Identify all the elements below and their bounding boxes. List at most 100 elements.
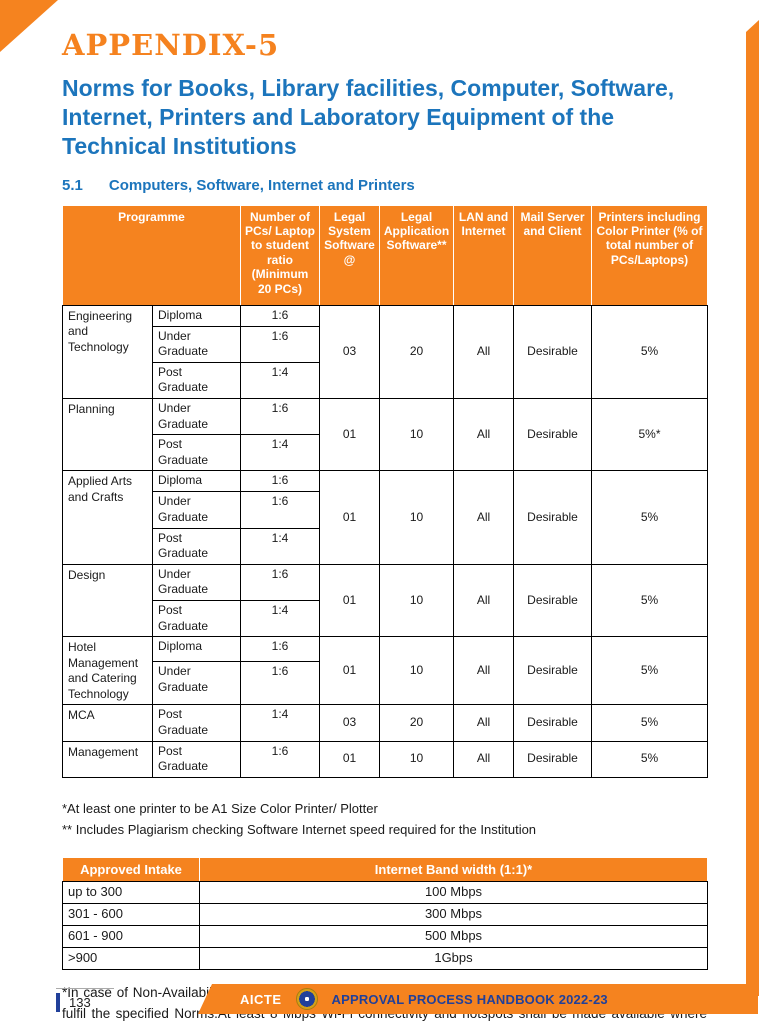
cell-legal-system: 01 bbox=[319, 636, 381, 706]
table-row: MCA Post Graduate 1:4 03 20 All Desirabl… bbox=[62, 704, 709, 742]
cell-level: Post Graduate bbox=[151, 599, 242, 638]
footer-handbook-title: APPROVAL PROCESS HANDBOOK 2022-23 bbox=[331, 991, 608, 1007]
cell-ratio: 1:4 bbox=[240, 434, 321, 472]
col-header-legal-application: Legal Application Software** bbox=[379, 204, 455, 306]
col-header-pcs-ratio: Number of PCs/ Laptop to student ratio (… bbox=[240, 204, 321, 306]
cell-mail: Desirable bbox=[513, 704, 593, 742]
cell-legal-application: 10 bbox=[379, 636, 455, 706]
cell-mail: Desirable bbox=[513, 470, 593, 565]
page-number: 133 bbox=[69, 995, 91, 1010]
cell-level: Under Graduate bbox=[151, 397, 242, 436]
table-row: Applied Arts and Crafts Diploma 1:6 01 1… bbox=[62, 470, 709, 565]
cell-level: Post Graduate bbox=[151, 740, 242, 778]
cell-level: Under Graduate bbox=[151, 491, 242, 529]
cell-legal-system: 01 bbox=[319, 563, 381, 638]
cell-lan: All bbox=[453, 470, 515, 565]
cell-ratio: 1:6 bbox=[240, 563, 321, 601]
cell-legal-system: 03 bbox=[319, 704, 381, 742]
table1-footnotes: *At least one printer to be A1 Size Colo… bbox=[62, 798, 707, 841]
col-header-legal-system: Legal System Software @ bbox=[319, 204, 381, 306]
computers-norms-table: Programme Number of PCs/ Laptop to stude… bbox=[61, 204, 709, 778]
table-row: 601 - 900 500 Mbps bbox=[62, 925, 708, 949]
table-row: Post Graduate 1:4 bbox=[63, 361, 708, 399]
cell-legal-application: 10 bbox=[379, 397, 455, 472]
page-number-accent-bar bbox=[56, 993, 60, 1012]
cell-level: Under Graduate bbox=[151, 563, 242, 601]
table-row: >900 1Gbps bbox=[62, 947, 708, 971]
cell-programme: Engineering and Technology bbox=[62, 304, 153, 399]
table-row: Post Graduate 1:4 bbox=[63, 434, 708, 472]
cell-level: Under Graduate bbox=[151, 325, 242, 363]
col-header-bandwidth: Internet Band width (1:1)* bbox=[199, 856, 708, 883]
page-number-block: 133 bbox=[56, 988, 114, 1012]
table-row: Management Post Graduate 1:6 01 10 All D… bbox=[62, 740, 709, 778]
col-header-approved-intake: Approved Intake bbox=[62, 856, 200, 883]
cell-bandwidth: 300 Mbps bbox=[199, 903, 708, 927]
page-content: APPENDIX-5 Norms for Books, Library faci… bbox=[61, 28, 709, 1024]
table-header-row: Programme Number of PCs/ Laptop to stude… bbox=[61, 204, 709, 306]
cell-mail: Desirable bbox=[513, 636, 593, 706]
cell-printers: 5% bbox=[591, 636, 709, 706]
col-header-mail-server: Mail Server and Client bbox=[513, 204, 593, 306]
cell-printers: 5% bbox=[591, 470, 709, 565]
cell-legal-application: 10 bbox=[379, 470, 455, 565]
cell-level: Diploma bbox=[151, 304, 242, 327]
cell-ratio: 1:6 bbox=[240, 491, 321, 529]
col-header-printers: Printers including Color Printer (% of t… bbox=[591, 204, 709, 306]
table-row: Post Graduate 1:4 bbox=[63, 527, 708, 565]
corner-accent-shape bbox=[0, 0, 58, 52]
cell-ratio: 1:4 bbox=[240, 527, 321, 565]
cell-mail: Desirable bbox=[513, 563, 593, 638]
col-header-lan-internet: LAN and Internet bbox=[453, 204, 515, 306]
table-row: 301 - 600 300 Mbps bbox=[62, 903, 708, 927]
page-title: Norms for Books, Library facilities, Com… bbox=[62, 75, 675, 160]
footer-bar: AICTE APPROVAL PROCESS HANDBOOK 2022-23 bbox=[198, 984, 758, 1014]
bandwidth-table: Approved Intake Internet Band width (1:1… bbox=[62, 856, 708, 971]
aicte-logo-icon bbox=[295, 988, 318, 1010]
cell-intake: 601 - 900 bbox=[62, 925, 200, 949]
cell-level: Post Graduate bbox=[151, 527, 242, 565]
cell-lan: All bbox=[453, 636, 515, 706]
cell-printers: 5% bbox=[591, 563, 709, 638]
cell-lan: All bbox=[453, 740, 515, 778]
cell-printers: 5% bbox=[591, 704, 709, 742]
table-row: Post Graduate 1:4 bbox=[63, 599, 708, 638]
cell-bandwidth: 500 Mbps bbox=[199, 925, 708, 949]
cell-level: Post Graduate bbox=[151, 704, 242, 742]
section-number: 5.1 bbox=[62, 176, 83, 194]
cell-level: Post Graduate bbox=[151, 361, 242, 399]
cell-ratio: 1:6 bbox=[240, 636, 321, 663]
footer-brand: AICTE bbox=[240, 991, 282, 1007]
table-row: Under Graduate 1:6 bbox=[63, 325, 708, 363]
cell-mail: Desirable bbox=[513, 740, 593, 778]
cell-programme: Design bbox=[62, 563, 153, 638]
right-edge-accent-bar bbox=[746, 20, 759, 996]
cell-legal-system: 01 bbox=[319, 740, 381, 778]
cell-ratio: 1:4 bbox=[240, 361, 321, 399]
cell-ratio: 1:6 bbox=[240, 470, 321, 493]
table-row: up to 300 100 Mbps bbox=[62, 881, 708, 905]
cell-programme: Management bbox=[62, 740, 153, 778]
cell-ratio: 1:6 bbox=[240, 397, 321, 436]
cell-lan: All bbox=[453, 563, 515, 638]
cell-intake: up to 300 bbox=[62, 881, 200, 905]
cell-ratio: 1:4 bbox=[240, 704, 321, 742]
cell-intake: 301 - 600 bbox=[62, 903, 200, 927]
cell-legal-system: 03 bbox=[319, 304, 381, 399]
cell-ratio: 1:4 bbox=[240, 599, 321, 638]
cell-lan: All bbox=[453, 304, 515, 399]
col-header-programme: Programme bbox=[61, 204, 242, 306]
cell-printers: 5% bbox=[591, 740, 709, 778]
footnote-printer: *At least one printer to be A1 Size Colo… bbox=[62, 800, 378, 816]
cell-ratio: 1:6 bbox=[240, 304, 321, 327]
section-title: Computers, Software, Internet and Printe… bbox=[108, 176, 415, 194]
cell-legal-system: 01 bbox=[319, 470, 381, 565]
cell-level: Diploma bbox=[151, 470, 242, 493]
cell-level: Under Graduate bbox=[151, 661, 242, 706]
cell-programme: Applied Arts and Crafts bbox=[62, 470, 153, 565]
cell-programme: MCA bbox=[62, 704, 153, 742]
appendix-title: APPENDIX-5 bbox=[62, 28, 280, 62]
cell-legal-system: 01 bbox=[319, 397, 381, 472]
cell-level: Diploma bbox=[151, 636, 242, 663]
